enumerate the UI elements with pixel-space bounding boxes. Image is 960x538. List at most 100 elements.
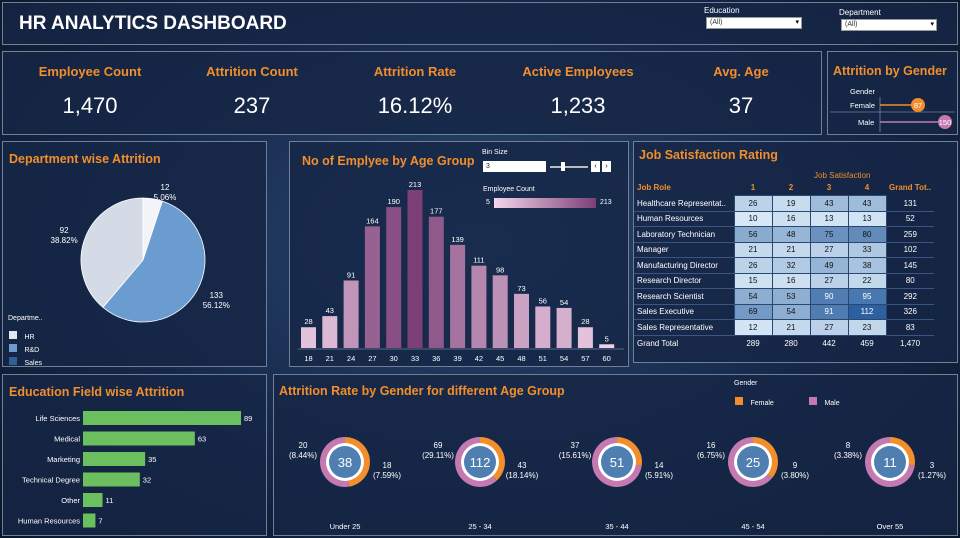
kpi-attrition-count-label: Attrition Count — [206, 64, 298, 79]
legend-label: HR — [24, 334, 35, 341]
age-tick-label: 21 — [326, 354, 334, 363]
donut-male-pct: (29.11%) — [422, 451, 454, 460]
satisfaction-cell: 53 — [771, 288, 811, 305]
donut-male-pct: (15.61%) — [559, 451, 592, 460]
satisfaction-cell: 27 — [809, 272, 849, 289]
education-filter-select[interactable]: (All) ▾ — [706, 17, 802, 29]
pie-slice-sales[interactable] — [80, 197, 144, 308]
satisfaction-cell: 54 — [733, 288, 773, 305]
edu-bar-0[interactable] — [83, 411, 241, 425]
department-legend-sales[interactable]: Sales — [9, 352, 42, 370]
donut-total: 11 — [883, 455, 897, 470]
job-satisfaction-title: Job Satisfaction Rating — [639, 148, 778, 162]
edu-bar-5[interactable] — [83, 513, 96, 528]
department-legend-rd[interactable]: R&D — [9, 339, 39, 357]
bin-size-slider[interactable] — [550, 166, 588, 168]
legend-swatch — [9, 330, 17, 339]
bin-size-slider-thumb[interactable] — [561, 162, 565, 171]
bin-size-increment-button[interactable]: › — [602, 161, 611, 172]
employee-count-legend-min: 5 — [486, 199, 490, 206]
kpi-avg-age-value: 37 — [728, 93, 754, 118]
age-bar-30[interactable] — [386, 207, 402, 348]
grand-total-row: Grand Total 289 280 442 459 1,470 — [634, 335, 934, 351]
satisfaction-cell: 12 — [733, 319, 773, 336]
col-header-3: 3 — [826, 183, 832, 192]
legend-swatch — [9, 356, 17, 365]
col-header-1: 1 — [750, 183, 756, 192]
satisfaction-cell: 49 — [809, 257, 849, 274]
age-bar-21[interactable] — [322, 316, 338, 348]
age-bar-36[interactable] — [428, 216, 444, 348]
donut-center — [329, 446, 361, 478]
age-bar-33[interactable] — [407, 190, 423, 348]
age-bar-value: 177 — [430, 207, 443, 216]
job-role-cell: Healthcare Representat.. — [634, 195, 734, 212]
job-role-cell: Research Director — [634, 273, 734, 289]
edu-category-label: Medical — [54, 435, 80, 444]
department-filter-select[interactable]: (All) ▾ — [841, 19, 937, 31]
gender-age-title: Attrition Rate by Gender for different A… — [279, 384, 565, 398]
age-bar-24[interactable] — [343, 280, 359, 348]
pie-slice-rd[interactable] — [102, 200, 206, 323]
edu-bar-2[interactable] — [83, 452, 146, 466]
edu-bar-3[interactable] — [83, 472, 140, 487]
age-bar-value: 213 — [409, 180, 422, 189]
satisfaction-cell: 32 — [771, 257, 811, 274]
satisfaction-cell: 27 — [809, 319, 849, 336]
age-bar-51[interactable] — [535, 306, 551, 348]
grand-total-cell: 280 — [784, 338, 798, 348]
age-bar-60[interactable] — [599, 344, 615, 348]
age-bar-48[interactable] — [514, 293, 529, 348]
age-group-label: 45 - 54 — [741, 522, 764, 531]
age-bar-54[interactable] — [556, 307, 572, 348]
row-total-cell: 102 — [886, 242, 935, 258]
donut-center — [737, 446, 769, 478]
job-satisfaction-panel: Job Satisfaction Rating Job Satisfaction… — [633, 141, 958, 363]
age-bar-42[interactable] — [471, 265, 487, 348]
donut-female-pct: (18.14%) — [506, 471, 539, 480]
age-group-label: Under 25 — [330, 522, 361, 531]
age-bar-value: 164 — [366, 216, 379, 225]
bin-size-decrement-button[interactable]: ‹ — [591, 161, 600, 172]
kpi-avg-age-label: Avg. Age — [713, 64, 769, 79]
age-bar-39[interactable] — [450, 244, 466, 348]
satisfaction-cell: 22 — [847, 272, 887, 289]
edu-bar-value: 89 — [244, 414, 252, 423]
edu-bar-1[interactable] — [83, 431, 195, 446]
bin-size-input[interactable]: 3 — [483, 161, 546, 172]
age-bar-18[interactable] — [301, 327, 316, 348]
donut-total: 112 — [470, 455, 491, 470]
satisfaction-cell: 21 — [733, 241, 773, 258]
gender-age-legend-female[interactable]: Female — [735, 392, 774, 410]
edu-bar-4[interactable] — [83, 493, 103, 507]
department-legend-hr[interactable]: HR — [9, 326, 35, 344]
education-panel: Education Field wise Attrition Life Scie… — [2, 374, 267, 536]
donut-female-value: 14 — [655, 461, 664, 470]
satisfaction-cell: 19 — [771, 195, 811, 212]
age-group-bar-chart: 28 18 43 21 91 24 164 27 190 30 213 33 177 36 139 39 111… — [298, 180, 624, 363]
age-tick-label: 54 — [560, 354, 568, 363]
pie-value-label: 12 — [161, 183, 170, 192]
header-bar: HR ANALYTICS DASHBOARD Education (All) ▾… — [2, 2, 958, 45]
edu-category-label: Marketing — [47, 455, 80, 464]
satisfaction-cell: 38 — [847, 257, 887, 274]
age-bar-value: 190 — [387, 197, 400, 206]
employee-count-legend-max: 213 — [600, 199, 612, 206]
job-role-cell: Sales Executive — [634, 304, 734, 320]
donut-male-value: 20 — [299, 441, 308, 450]
department-title: Department wise Attrition — [9, 152, 161, 166]
kpi-active-employees-value: 1,233 — [550, 93, 606, 118]
gender-dot-female — [911, 98, 925, 112]
legend-label: Sales — [24, 360, 42, 367]
age-tick-label: 33 — [411, 354, 419, 363]
satisfaction-cell: 21 — [771, 319, 811, 336]
department-filter-value: (All) — [845, 21, 858, 28]
table-row: Research Scientist 54 53 90 95 292 — [634, 288, 935, 305]
grand-total-cell: 459 — [860, 338, 874, 348]
pie-value-label: 92 — [60, 226, 69, 235]
age-bar-57[interactable] — [577, 327, 593, 348]
donut-male-pct: (3.38%) — [834, 451, 862, 460]
age-bar-45[interactable] — [492, 275, 508, 348]
age-bar-27[interactable] — [364, 226, 380, 348]
gender-age-legend-male[interactable]: Male — [809, 392, 840, 410]
